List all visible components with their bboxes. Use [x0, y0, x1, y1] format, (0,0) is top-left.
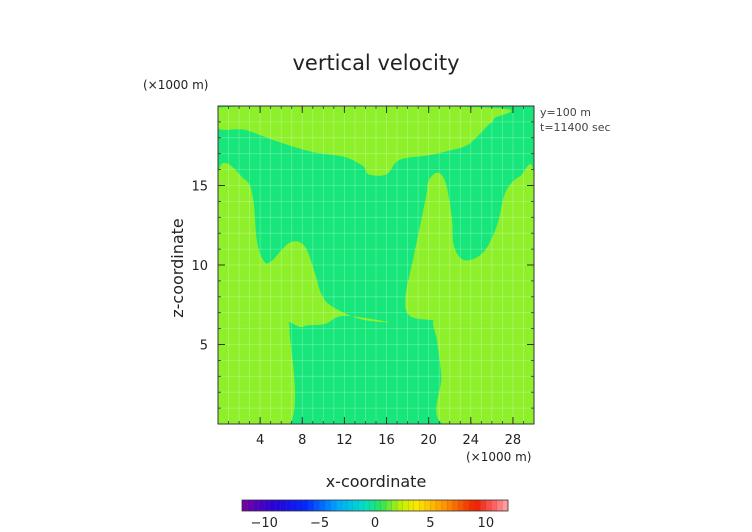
colorbar-cell	[363, 500, 370, 511]
colorbar-tick-label: 0	[371, 516, 379, 531]
x-tick-label: 4	[256, 433, 264, 448]
colorbar-cell	[447, 500, 453, 511]
colorbar-cell	[269, 500, 276, 511]
colorbar-cell	[430, 500, 437, 511]
colorbar-cell	[325, 500, 331, 511]
x-axis-label: x-coordinate	[326, 472, 427, 491]
colorbar-cell	[441, 500, 448, 511]
colorbar-cell	[341, 500, 348, 511]
colorbar: −10 −5 0 5 10	[241, 499, 509, 531]
x-tick-label: 12	[336, 433, 353, 448]
colorbar-cell	[419, 500, 426, 511]
x-tick-label: 28	[505, 433, 522, 448]
colorbar-cell	[347, 500, 354, 511]
updraft-region-6	[432, 319, 534, 424]
colorbar-cell	[308, 500, 315, 511]
colorbar-cell	[286, 500, 293, 511]
colorbar-cell	[375, 500, 381, 511]
colorbar-tick-label: −5	[310, 516, 329, 531]
colorbar-cell	[330, 500, 337, 511]
x-unit-label: (×1000 m)	[466, 450, 531, 464]
y-tick-label: 15	[191, 180, 208, 195]
colorbar-tick-label: −10	[250, 516, 277, 531]
updraft-region-3	[218, 163, 390, 335]
colorbar-cell	[380, 500, 387, 511]
colorbar-cell	[275, 500, 282, 511]
x-axis-ticks: 4 8 12 16 20 24 28	[228, 106, 524, 448]
colorbar-cell	[463, 500, 470, 511]
colorbar-cell	[502, 500, 509, 511]
colorbar-cell	[302, 500, 309, 511]
colorbar-cell	[258, 500, 265, 511]
colorbar-cell	[408, 500, 415, 511]
colorbar-cell	[469, 500, 476, 511]
colorbar-cell	[496, 500, 503, 511]
colorbar-cell	[480, 500, 487, 511]
updraft-region-2	[218, 106, 512, 176]
colorbar-cell	[458, 500, 464, 511]
colorbar-cell	[264, 500, 271, 511]
colorbar-cell	[369, 500, 376, 511]
x-tick-label: 20	[420, 433, 437, 448]
updraft-regions	[218, 106, 534, 424]
colorbar-cell	[424, 500, 431, 511]
colorbar-cell	[491, 500, 498, 511]
y-tick-label: 5	[200, 339, 208, 354]
annotation-line-2: t=11400 sec	[540, 121, 611, 134]
updraft-region-4	[405, 164, 534, 338]
colorbar-cell	[247, 500, 254, 511]
x-tick-label: 24	[463, 433, 480, 448]
colorbar-cell	[435, 500, 442, 511]
colorbar-cell	[413, 500, 420, 511]
y-axis-ticks: 5 10 15	[191, 121, 534, 409]
y-unit-label: (×1000 m)	[143, 78, 208, 92]
colorbar-tick-label: 10	[478, 516, 495, 531]
colorbar-cell	[336, 500, 343, 511]
colorbar-cell	[319, 500, 326, 511]
x-tick-label: 8	[298, 433, 306, 448]
colorbar-cell	[402, 500, 409, 511]
colorbar-cell	[452, 500, 459, 511]
colorbar-cell	[297, 500, 304, 511]
grid-lines	[218, 106, 534, 424]
colorbar-cell	[358, 500, 365, 511]
colorbar-cell	[386, 500, 392, 511]
colorbar-cells	[242, 500, 509, 511]
colorbar-tick-label: 5	[426, 516, 434, 531]
x-tick-label: 16	[378, 433, 395, 448]
colorbar-cell	[352, 500, 359, 511]
y-tick-label: 10	[191, 259, 208, 274]
colorbar-ticks: −10 −5 0 5 10	[250, 516, 494, 531]
updraft-region-5	[218, 315, 296, 424]
colorbar-cell	[253, 500, 259, 511]
colorbar-cell	[391, 500, 398, 511]
colorbar-cell	[397, 500, 404, 511]
annotation-line-1: y=100 m	[540, 106, 591, 119]
y-axis-label: z-coordinate	[168, 218, 187, 318]
colorbar-cell	[485, 500, 492, 511]
colorbar-cell	[280, 500, 287, 511]
plot-area: 4 8 12 16 20 24 28 5 10 15	[191, 105, 535, 448]
colorbar-cell	[291, 500, 298, 511]
colorbar-cell	[474, 500, 481, 511]
colorbar-cell	[242, 500, 248, 511]
colorbar-cell	[314, 500, 320, 511]
chart-title: vertical velocity	[292, 51, 459, 75]
colorbar-frame	[241, 499, 509, 512]
